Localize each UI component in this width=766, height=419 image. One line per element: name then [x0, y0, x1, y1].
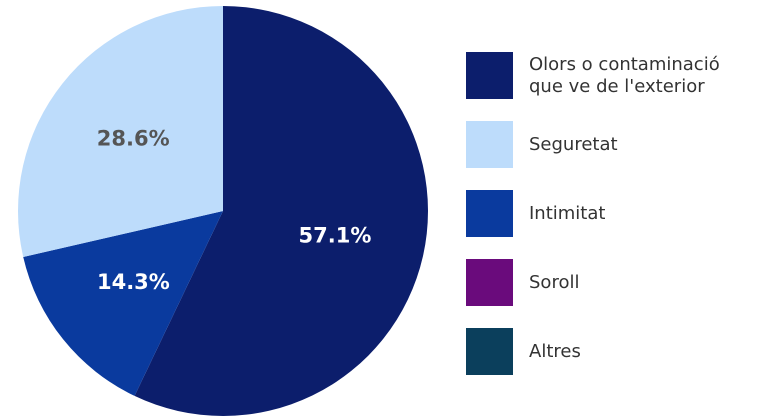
pie-slice	[23, 211, 224, 396]
slice-label: 28.6%	[97, 127, 170, 151]
pie-slice	[18, 6, 224, 257]
legend: Olors o contaminació que ve de l'exterio…	[466, 52, 759, 397]
pie-slice	[134, 6, 428, 416]
legend-item: Olors o contaminació que ve de l'exterio…	[466, 52, 759, 99]
legend-swatch	[466, 328, 513, 375]
slice-label: 14.3%	[97, 270, 170, 294]
legend-label: Olors o contaminació que ve de l'exterio…	[529, 53, 720, 97]
legend-swatch	[466, 259, 513, 306]
legend-label: Altres	[529, 340, 581, 362]
legend-label: Soroll	[529, 271, 580, 293]
legend-label: Seguretat	[529, 133, 618, 155]
legend-item: Soroll	[466, 259, 759, 306]
legend-item: Intimitat	[466, 190, 759, 237]
legend-item: Altres	[466, 328, 759, 375]
legend-label: Intimitat	[529, 202, 606, 224]
chart: 57.1% 14.3% 28.6%	[18, 6, 428, 416]
legend-swatch	[466, 121, 513, 168]
legend-item: Seguretat	[466, 121, 759, 168]
legend-swatch	[466, 52, 513, 99]
legend-swatch	[466, 190, 513, 237]
slice-label: 57.1%	[299, 223, 372, 247]
